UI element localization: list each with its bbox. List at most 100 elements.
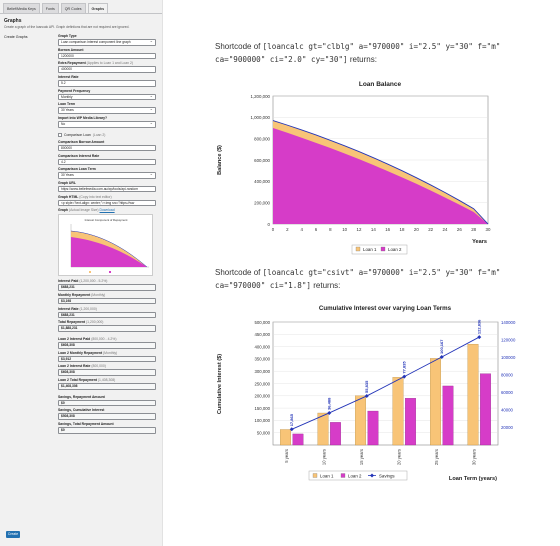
chart1-y-tick-label: 800,000 <box>254 136 270 141</box>
shortcode-1-code: [loancalc gt="clblg" a="970000" i="2.5" … <box>215 42 501 64</box>
graph-preview-title: Interest Component of Repayment <box>85 218 128 222</box>
tab-beliefmedia-keys[interactable]: Belief/Media Keys <box>3 3 40 13</box>
extra-repayment-label: Extra Repayment (Applies to Loan 1 and L… <box>58 61 156 66</box>
result-label: Interest Paid (1,200,000 - 5.2%) <box>58 279 156 284</box>
comparison-borrow-input[interactable]: 800000 <box>58 144 156 152</box>
result-label: Loan 2 Total Repayment (1,408,308) <box>58 378 156 383</box>
result-label-text: Savings, Repayment Amount <box>58 394 105 399</box>
interest-rate-input[interactable]: 5.2 <box>58 80 156 87</box>
graph-type-select[interactable]: Loan comparison interest component line … <box>58 39 156 46</box>
chart1-x-tick-label: 14 <box>371 227 376 232</box>
chart2-y2-tick-label: 80000 <box>501 373 514 378</box>
results-loan1: Interest Paid (1,200,000 - 5.2%) $688,231… <box>58 279 156 332</box>
graph-html-input[interactable]: <p style="text-align: center;"><img src=… <box>58 199 156 207</box>
chart2-bar-loan2 <box>405 398 416 446</box>
chart2-y-tick-label: 400,000 <box>254 344 270 349</box>
comparison-term-label: Comparison Loan Term <box>58 167 96 172</box>
chart2-bar-loan1 <box>355 395 366 446</box>
payment-frequency-select[interactable]: Monthly <box>58 93 156 101</box>
result-value: $0 <box>58 427 156 434</box>
chart2-y2-tick-label: 60000 <box>501 390 514 395</box>
shortcode-1-suffix: returns: <box>349 55 377 64</box>
chart2-bar-loan1 <box>317 412 329 446</box>
chart1-y-tick-label: 1,200,000 <box>250 94 270 99</box>
chart2-bar-loan1 <box>430 358 441 446</box>
chart2-y-tick-label: 150,000 <box>254 406 270 411</box>
chart2-legend-marker-savings <box>370 473 374 478</box>
borrow-amount-input[interactable]: 1200000 <box>58 52 156 60</box>
result-label: Total Repayment (1,200,000) <box>58 320 156 325</box>
chart2-y2-tick-label: 100000 <box>501 355 516 360</box>
graph-form: Graph Type Loan comparison interest comp… <box>58 34 156 436</box>
shortcode-2-text: Shortcode of [loancalc gt="csivt" a="970… <box>215 266 550 292</box>
shortcode-2-suffix: returns: <box>313 281 341 290</box>
chart1-y-tick-label: 600,000 <box>254 158 270 163</box>
chart1-x-axis-label: Years <box>472 239 487 245</box>
chart2-legend-label-savings: Savings <box>379 474 395 479</box>
cumulative-interest-chart: Cumulative Interest over varying Loan Te… <box>217 305 516 482</box>
chart2-point-savings <box>327 410 332 415</box>
panel-description: Create a graph of the loancalc API. Grap… <box>4 25 130 29</box>
result-label-text: Savings, Total Repayment Amount <box>58 422 114 427</box>
graph-html-label-text: Graph HTML <box>58 194 79 199</box>
result-label-hint: (800,000 - 4.2%) <box>91 337 117 341</box>
graph-download-link[interactable]: Download <box>99 208 115 213</box>
comparison-loan-row: Comparison Loan (Loan 2) <box>58 132 156 137</box>
chart2-x-tick-label: 15 years <box>359 449 364 465</box>
extra-repayment-label-text: Extra Repayment <box>58 61 86 66</box>
extra-repayment-hint: (Applies to Loan 1 and Loan 2) <box>86 61 134 66</box>
chart2-x-axis-label: Loan Term (years) <box>449 476 497 482</box>
loan-balance-chart: Loan Balance 0 200,000 400,000 600,000 800,00… <box>217 81 491 255</box>
tab-qr-codes[interactable]: QR Codes <box>60 3 86 13</box>
extra-repayment-input[interactable]: 400000 <box>58 66 156 73</box>
import-media-select[interactable]: No <box>58 121 156 128</box>
chart2-point-savings <box>477 335 482 340</box>
result-value: $3,912 <box>58 355 156 363</box>
result-label-hint: (1,200,000) <box>86 320 104 325</box>
chart2-y2-tick-label: 40000 <box>501 408 514 413</box>
shortcode-2-code: [loancalc gt="csivt" a="970000" i="2.5" … <box>215 268 501 290</box>
chart2-savings-data-label: 36,488 <box>327 397 332 410</box>
chart2-savings-data-label: 55,835 <box>364 380 369 393</box>
result-value: $3,198 <box>58 297 156 305</box>
result-label-text: Loan 2 Interest Paid <box>58 337 91 341</box>
chart1-legend-swatch-loan2 <box>380 246 386 252</box>
graph-type-label: Graph Type <box>58 34 77 38</box>
chart1-y-tick-label: 400,000 <box>254 179 270 184</box>
borrow-amount-label: Borrow Amount <box>58 47 84 52</box>
chart2-x-tick-label: 25 years <box>434 449 439 465</box>
results-savings: Savings, Repayment Amount $0 Savings, Cumu… <box>58 395 156 434</box>
chart1-line-loan1 <box>272 120 489 225</box>
chart1-legend-label-loan2: Loan 2 <box>388 247 402 252</box>
chart1-x-tick-label: 20 <box>414 227 419 232</box>
chart2-y-tick-label: 50,000 <box>257 431 271 436</box>
result-label: Loan 2 Interest Paid (800,000 - 4.2%) <box>58 337 156 342</box>
comparison-interest-input[interactable]: 4.2 <box>58 158 156 165</box>
preview-line <box>70 231 148 268</box>
graph-html-label: Graph HTML (Copy into text editor) <box>58 195 156 200</box>
comparison-term-select[interactable]: 30 Years <box>58 172 156 179</box>
chart1-x-tick-label: 6 <box>315 227 318 232</box>
comparison-borrow-label: Comparison Borrow Amount <box>58 139 105 144</box>
loan-term-select[interactable]: 30 Years <box>58 107 156 114</box>
graph-preview: Interest Component of Repayment <box>58 214 153 277</box>
chart1-legend-swatch-loan1 <box>355 246 361 252</box>
panel-title: Graphs <box>4 18 22 24</box>
chart1-y-tick-label: 0 <box>268 222 271 227</box>
result-label-text: Monthly Repayment <box>58 292 91 297</box>
comparison-loan-hint: (Loan 2) <box>92 132 106 137</box>
chart2-y2-tick-label: 140000 <box>501 320 516 325</box>
chart1-x-tick-label: 2 <box>286 227 289 232</box>
create-button[interactable]: Create <box>6 531 20 538</box>
tab-fonts[interactable]: Fonts <box>41 3 59 13</box>
preview-legend-loan2 <box>109 271 111 274</box>
chart1-x-tick-label: 30 <box>486 227 491 232</box>
loan-term-label: Loan Term <box>58 102 76 107</box>
chart2-bar-loan2 <box>367 410 379 446</box>
result-label-hint: (1,200,000 - 5.2%) <box>79 279 108 284</box>
graph-url-input[interactable]: https://www.beliefmedia.com.au/wp/tools/… <box>58 185 156 193</box>
comparison-loan-checkbox[interactable] <box>58 132 62 137</box>
result-label-text: Total Repayment <box>58 320 86 325</box>
chart2-legend-swatch-loan1 <box>312 473 318 478</box>
tab-graphs[interactable]: Graphs <box>87 3 109 13</box>
